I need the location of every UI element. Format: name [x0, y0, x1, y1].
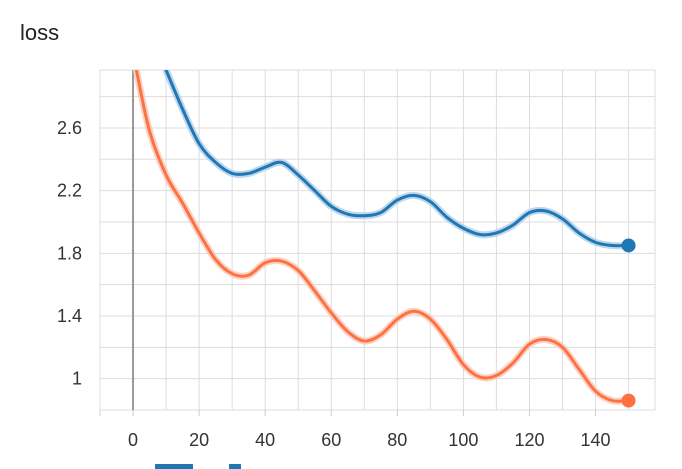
series-2-line [134, 70, 631, 403]
y-tick-label: 1.4 [57, 306, 82, 326]
x-tick-label: 80 [387, 430, 407, 450]
x-tick-label: 40 [255, 430, 275, 450]
x-tick-label: 100 [448, 430, 478, 450]
x-tick-label: 0 [128, 430, 138, 450]
series-2-raw-shadow [132, 70, 633, 405]
plot-frame [99, 69, 656, 411]
y-tick-label: 1 [72, 369, 82, 389]
legend-swatch-2[interactable] [229, 464, 241, 469]
y-tick-label: 2.6 [57, 118, 82, 138]
y-tick-labels: 1 1.4 1.8 2.2 2.6 [57, 118, 82, 389]
smoothing-shadows [132, 70, 633, 405]
series-1-last-point[interactable] [621, 238, 636, 253]
series-lines [134, 70, 631, 403]
x-tick-label: 140 [581, 430, 611, 450]
x-tick-labels: 0 20 40 60 80 100 120 140 [128, 430, 611, 450]
series-1-line [164, 70, 631, 248]
series-2-last-point[interactable] [621, 393, 636, 408]
x-tick-label: 20 [189, 430, 209, 450]
last-point-markers [621, 238, 636, 408]
y-tick-label: 2.2 [57, 181, 82, 201]
y-tick-label: 1.8 [57, 243, 82, 263]
x-tick-label: 120 [514, 430, 544, 450]
legend-swatch-1[interactable] [155, 464, 193, 469]
x-tick-label: 60 [321, 430, 341, 450]
chart-title: loss [20, 20, 60, 45]
